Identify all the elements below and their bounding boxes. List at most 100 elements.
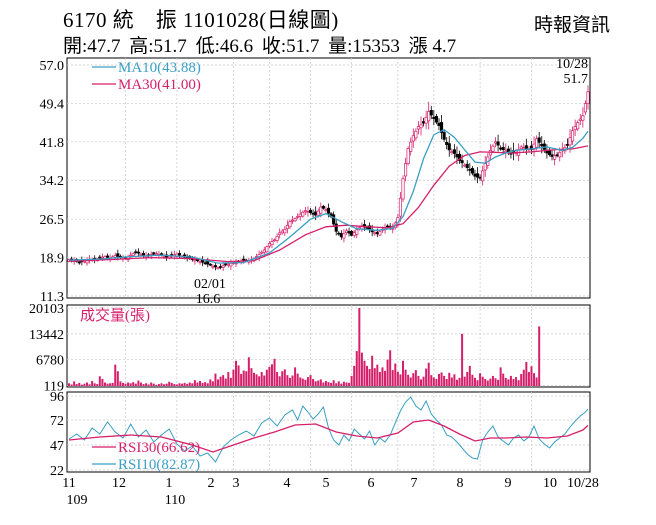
- volume-bar: [119, 381, 122, 386]
- candle-body: [499, 147, 503, 150]
- low-value-label: 16.6: [196, 292, 221, 307]
- volume-bar: [466, 372, 469, 386]
- candle-body: [553, 155, 557, 160]
- quote-line: 開:47.7 高:51.7 低:46.6 收:51.7 量:15353 漲 4.…: [63, 31, 460, 58]
- candle-body: [373, 232, 377, 235]
- price-tick-label: 49.4: [40, 97, 65, 112]
- volume-bar: [409, 377, 412, 386]
- volume-bar: [402, 360, 405, 386]
- rsi-tick-label: 47: [50, 439, 64, 454]
- candle-body: [177, 253, 182, 256]
- volume-bar: [368, 368, 371, 386]
- volume-bar: [283, 369, 286, 386]
- volume-bar: [517, 380, 520, 386]
- volume-bar: [473, 377, 476, 386]
- volume-tick-label: 119: [44, 380, 64, 395]
- candle-body: [522, 147, 526, 150]
- candle-body: [442, 132, 446, 140]
- volume-bar: [435, 379, 438, 386]
- candle-body: [332, 214, 336, 225]
- volume-bar: [332, 380, 335, 386]
- candle-body: [583, 103, 587, 113]
- candle-body: [555, 154, 559, 157]
- volume-bar: [499, 367, 502, 386]
- volume-bar: [535, 377, 538, 386]
- candle-body: [581, 115, 585, 121]
- volume-bar: [384, 370, 387, 386]
- volume-bar: [222, 375, 225, 386]
- volume-bar: [98, 376, 101, 386]
- volume-bar: [245, 371, 248, 386]
- candle-body: [445, 141, 449, 145]
- volume-bar: [163, 384, 166, 386]
- volume-bar: [432, 377, 435, 386]
- volume-bar: [75, 384, 78, 386]
- candle-body: [272, 239, 277, 242]
- rsi10-legend: RSI10(82.87): [118, 457, 200, 473]
- volume-bar: [324, 380, 327, 386]
- rsi-panel: 96 72 47 22 RSI30(66.62) RSI10(82.87): [50, 390, 591, 479]
- candle-body: [586, 91, 590, 105]
- candle-body: [288, 221, 292, 228]
- candle-body: [465, 163, 469, 168]
- candle-body: [478, 176, 482, 179]
- x-tick-label: 9: [505, 476, 512, 491]
- price-tick-label: 18.9: [40, 252, 65, 267]
- volume-bar: [101, 379, 104, 386]
- volume-bar: [515, 377, 518, 386]
- candle-body: [568, 137, 572, 146]
- candle-body: [105, 255, 110, 258]
- volume-tick-label: 20103: [29, 302, 64, 317]
- x-tick-label: 8: [457, 476, 464, 491]
- volume-bar: [350, 375, 353, 386]
- candle-body: [314, 211, 318, 216]
- candle-body: [141, 253, 146, 256]
- volume-bar: [255, 374, 258, 386]
- volume-bar: [507, 379, 510, 386]
- volume-bar: [273, 358, 276, 386]
- volume-bar: [224, 378, 227, 386]
- candle-body: [406, 148, 410, 164]
- volume-bar: [106, 383, 109, 386]
- volume-bar: [417, 375, 420, 386]
- ma10-line: [68, 128, 589, 264]
- candle-body: [457, 153, 462, 161]
- high-value-label: 51.7: [564, 72, 589, 87]
- candle-body: [576, 122, 580, 130]
- rsi30-legend: RSI30(66.62): [118, 440, 200, 456]
- candle-body: [409, 141, 413, 152]
- candle-body: [229, 263, 233, 267]
- data-source: 時報資訊: [533, 15, 610, 36]
- volume-bar: [430, 375, 433, 386]
- rsi-y-axis: 96 72 47 22: [50, 390, 64, 479]
- low-price: 低:46.6: [195, 36, 254, 57]
- volume-bar: [263, 375, 266, 386]
- volume-bar: [91, 380, 94, 386]
- volume-bar: [527, 372, 530, 386]
- candle-body: [134, 251, 138, 254]
- candle-body: [496, 141, 500, 146]
- volume-bar: [520, 373, 523, 386]
- volume-bar: [309, 375, 312, 386]
- candle-body: [193, 259, 197, 262]
- volume-bar: [304, 379, 307, 386]
- x-tick-label: 11: [62, 476, 75, 491]
- volume-value: 量:15353: [328, 36, 400, 57]
- candle-body: [434, 116, 438, 123]
- volume-panel: 20103 13442 6780 119 成交量(張): [29, 302, 591, 395]
- volume-bar: [129, 383, 132, 386]
- volume-bar: [188, 382, 191, 386]
- volume-bar: [461, 333, 464, 386]
- volume-bar: [252, 372, 255, 386]
- volume-bar: [342, 381, 345, 386]
- candle-body: [352, 232, 356, 236]
- volume-bar: [489, 378, 492, 386]
- volume-bar: [132, 382, 135, 386]
- candle-body: [475, 173, 480, 178]
- candle-body: [226, 263, 230, 266]
- volume-bar: [358, 308, 361, 386]
- volume-bar: [391, 370, 394, 386]
- volume-bar: [486, 380, 489, 386]
- candle-body: [365, 227, 369, 229]
